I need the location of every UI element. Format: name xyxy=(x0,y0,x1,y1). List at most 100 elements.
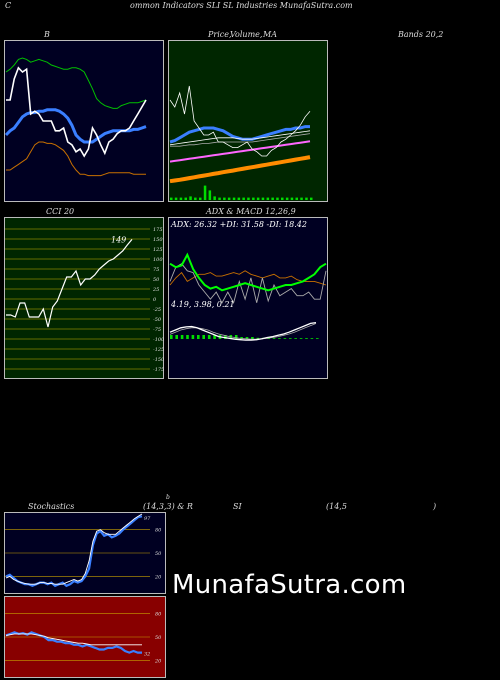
cci-line xyxy=(6,239,133,328)
volume-bar xyxy=(290,197,294,200)
label-stoch-e: ) xyxy=(433,502,437,511)
label-stoch-b: (14,3,3) & R xyxy=(143,502,193,511)
macd-histogram-bar xyxy=(310,338,314,339)
label-stoch-a: Stochastics xyxy=(28,502,75,511)
price-volume-ma-panel xyxy=(168,40,328,202)
cci-tick-label: 50 xyxy=(153,277,160,283)
adx-macd-panel: ADX: 26.32 +DI: 31.58 -DI: 18.42 4.19, 3.… xyxy=(168,217,328,379)
cci-tick-label: -50 xyxy=(153,317,162,323)
stochastics-tick-label: 50 xyxy=(155,551,162,557)
macd-histogram-bar xyxy=(272,338,276,339)
volume-bar xyxy=(281,197,284,200)
macd-histogram-bar xyxy=(186,335,189,339)
macd-histogram-bar xyxy=(224,335,227,339)
macd-histogram-bar xyxy=(175,335,178,339)
macd-histogram-bar xyxy=(234,335,238,339)
stochastics-tick-label: 80 xyxy=(155,528,162,534)
cci-tick-label: -175 xyxy=(153,367,164,373)
volume-bar xyxy=(300,197,303,200)
label-bollinger: B xyxy=(44,30,50,39)
volume-bar xyxy=(208,190,212,200)
cci-tick-label: -25 xyxy=(153,307,161,313)
macd-histogram-bar xyxy=(207,335,211,339)
rsi-last-value-label: 32 xyxy=(144,652,150,658)
volume-bar xyxy=(266,197,270,200)
cci-tick-label: 75 xyxy=(153,267,159,273)
macd-value-text: 4.19, 3.98, 0.21 xyxy=(170,300,235,309)
volume-bar xyxy=(237,197,241,200)
volume-bar xyxy=(252,197,255,200)
panel-background xyxy=(4,40,164,202)
volume-bar xyxy=(310,197,313,200)
macd-histogram-bar xyxy=(267,338,270,339)
macd-histogram-bar xyxy=(245,337,249,339)
volume-bar xyxy=(305,197,308,200)
macd-histogram-bar xyxy=(170,335,173,339)
header-title: ommon Indicators SLI SL Industries Munaf… xyxy=(130,1,353,10)
rsi-rsi-signal-line xyxy=(5,633,142,646)
cci-tick-label: -150 xyxy=(153,357,164,363)
adx-value-text: ADX: 26.32 +DI: 31.58 -DI: 18.42 xyxy=(170,220,307,229)
volume-bar xyxy=(174,197,178,200)
price-ma-orange-line xyxy=(169,155,311,184)
macd-histogram-bar xyxy=(305,338,308,339)
macd-histogram-bar xyxy=(299,338,303,339)
volume-bar xyxy=(232,197,236,200)
macd-histogram-bar xyxy=(283,338,287,339)
cci-tick-label: 175 xyxy=(153,227,163,233)
panel-background xyxy=(168,217,328,379)
volume-bar xyxy=(276,197,279,200)
panel-background xyxy=(4,217,164,379)
macd-histogram-bar xyxy=(256,337,260,339)
bollinger-lower-line xyxy=(6,141,146,177)
volume-bar xyxy=(285,197,289,200)
adx-adx-line xyxy=(169,263,327,305)
macd-histogram-bar xyxy=(278,338,281,339)
volume-bar xyxy=(295,197,298,200)
macd-histogram-bar xyxy=(180,335,184,339)
volume-bar xyxy=(179,197,183,200)
price-ma-white-line xyxy=(169,130,311,146)
volume-bar xyxy=(227,197,231,200)
header-c-letter: C xyxy=(5,1,12,10)
cci-tick-label: -75 xyxy=(153,327,161,333)
rsi-panel: 80 50 20 32 xyxy=(4,596,166,678)
label-bands: Bands 20,2 xyxy=(398,30,444,39)
price-ma-gray-line xyxy=(170,133,311,147)
rsi-tick-label: 80 xyxy=(155,612,162,618)
price-ma-magenta-line xyxy=(169,140,311,163)
price-price-line xyxy=(169,85,311,157)
bollinger-upper-line xyxy=(5,57,147,109)
macd-histogram-bar xyxy=(289,338,292,339)
volume-bar xyxy=(194,197,197,200)
stochastics-panel: 80 50 20 97 xyxy=(4,512,166,594)
stochastics-d-line xyxy=(5,513,143,585)
volume-bar xyxy=(199,197,202,200)
volume-bar xyxy=(189,196,192,200)
label-stoch-d: (14,5 xyxy=(326,502,347,511)
stochastics-last-value-label: 97 xyxy=(144,516,151,522)
cci-tick-label: -125 xyxy=(153,347,164,353)
macd-histogram-bar xyxy=(251,337,254,339)
volume-bar xyxy=(223,197,226,200)
rsi-tick-label: 20 xyxy=(154,658,162,664)
rsi-tick-label: 50 xyxy=(155,635,162,641)
watermark: MunafaSutra.com xyxy=(172,570,407,600)
cci-tick-label: 25 xyxy=(152,287,159,293)
macd-histogram-bar xyxy=(294,338,297,339)
cci-tick-label: 100 xyxy=(153,257,163,263)
stochastics-tick-label: 20 xyxy=(154,574,162,580)
cci-tick-label: 150 xyxy=(153,237,163,243)
panel-background xyxy=(168,40,328,202)
macd-histogram-bar xyxy=(316,338,319,339)
cci-tick-label: 0 xyxy=(153,297,157,303)
cci-tick-label: 125 xyxy=(153,247,163,253)
macd-histogram-bar xyxy=(240,337,243,339)
macd-histogram-bar xyxy=(197,335,200,339)
volume-bar xyxy=(271,197,274,200)
macd-histogram-bar xyxy=(202,335,205,339)
volume-bar xyxy=(261,197,265,200)
adx-minus-di-line xyxy=(169,270,327,286)
macd-histogram-bar xyxy=(191,335,195,339)
adx-plus-di-line xyxy=(169,252,327,292)
